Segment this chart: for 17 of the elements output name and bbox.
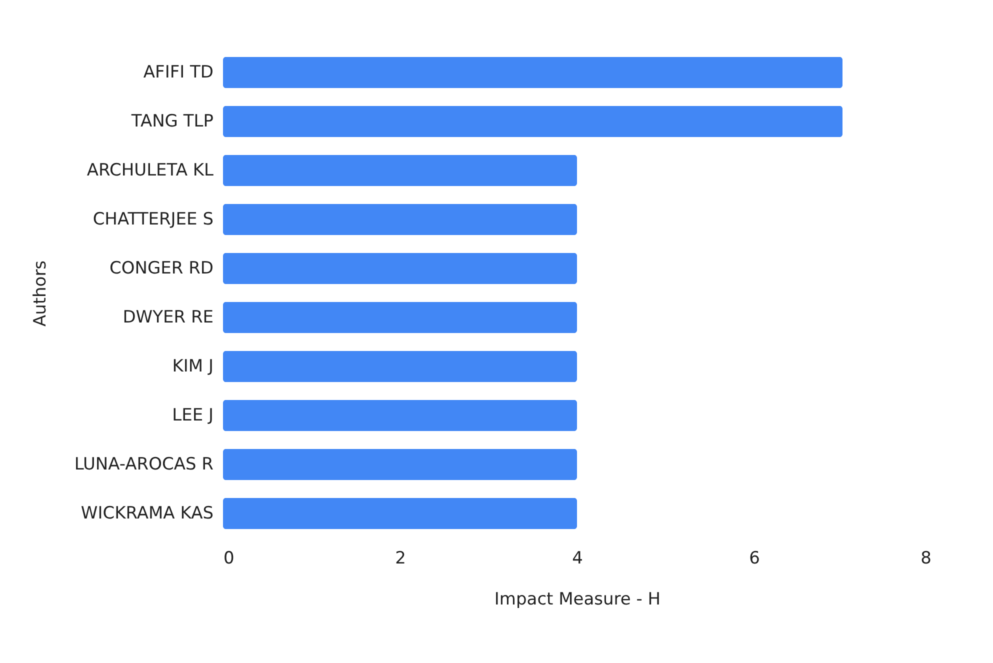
x-tick-label: 6 <box>749 548 760 568</box>
x-tick-label: 8 <box>920 548 932 568</box>
y-tick-label: CONGER RD <box>109 258 214 278</box>
x-tick-label: 4 <box>572 548 583 568</box>
y-tick-label: ARCHULETA KL <box>86 160 214 180</box>
x-axis-title: Impact Measure - H <box>494 590 661 610</box>
y-tick-label: DWYER RE <box>122 308 214 328</box>
y-tick-label: CHATTERJEE S <box>92 210 214 230</box>
x-tick-label: 2 <box>395 548 406 568</box>
y-tick-label: AFIFI TD <box>143 62 214 82</box>
x-tick-label: 0 <box>224 548 234 568</box>
y-tick-label: KIM J <box>172 356 214 376</box>
y-tick-label: WICKRAMA KAS <box>80 504 214 524</box>
y-tick-label: LUNA-AROCAS R <box>74 454 214 474</box>
y-tick-label: LEE J <box>172 406 214 426</box>
y-axis-title: Authors <box>30 260 50 327</box>
y-tick-label: TANG TLP <box>130 112 214 132</box>
